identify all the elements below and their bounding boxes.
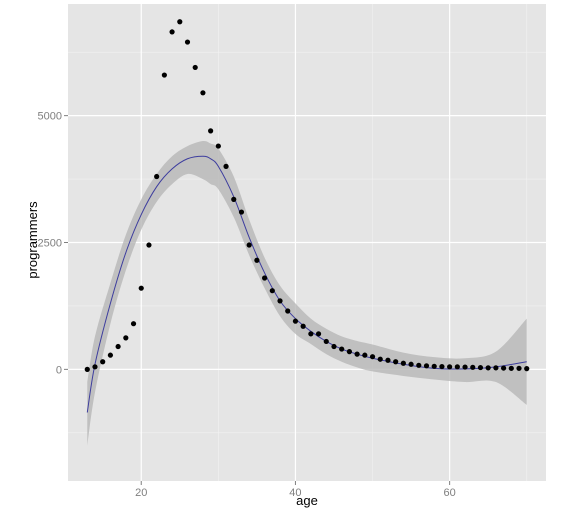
data-point bbox=[246, 242, 252, 248]
data-point bbox=[524, 366, 530, 372]
data-point bbox=[115, 343, 121, 350]
data-point bbox=[331, 343, 337, 350]
data-point bbox=[377, 356, 383, 362]
data-point bbox=[161, 72, 167, 78]
data-point bbox=[261, 275, 268, 281]
data-point bbox=[485, 365, 491, 371]
data-point bbox=[169, 29, 175, 35]
data-point bbox=[184, 39, 191, 45]
data-point bbox=[516, 365, 522, 371]
data-point bbox=[423, 363, 430, 369]
data-point bbox=[300, 323, 306, 329]
data-point bbox=[107, 352, 114, 358]
data-point bbox=[269, 288, 275, 294]
data-point bbox=[100, 359, 106, 365]
data-point bbox=[215, 143, 221, 149]
data-points bbox=[84, 19, 530, 372]
smooth-line bbox=[86, 155, 527, 413]
data-point bbox=[462, 364, 468, 370]
data-point bbox=[393, 359, 399, 365]
data-point bbox=[254, 257, 260, 263]
data-point bbox=[200, 90, 206, 96]
y-axis-ticks: 0 2500 5000 bbox=[38, 111, 68, 376]
x-tick-label: 20 bbox=[135, 487, 147, 499]
y-tick-label: 5000 bbox=[38, 111, 62, 123]
data-point bbox=[447, 364, 453, 370]
data-point bbox=[470, 364, 476, 370]
data-point bbox=[362, 352, 368, 358]
data-point bbox=[285, 308, 291, 314]
data-point bbox=[146, 242, 152, 248]
data-point bbox=[500, 365, 507, 371]
x-tick-label: 60 bbox=[444, 487, 456, 499]
data-point bbox=[385, 357, 391, 363]
data-point bbox=[346, 349, 353, 355]
data-point bbox=[277, 298, 283, 304]
data-point bbox=[323, 338, 329, 345]
data-point bbox=[339, 346, 345, 352]
data-point bbox=[92, 364, 98, 370]
data-point bbox=[439, 363, 445, 370]
data-point bbox=[477, 364, 484, 371]
data-point bbox=[315, 331, 322, 337]
data-point bbox=[130, 321, 137, 327]
data-point bbox=[231, 196, 237, 202]
y-axis-title: programmers bbox=[25, 201, 40, 279]
data-point bbox=[154, 173, 160, 180]
data-point bbox=[400, 360, 406, 366]
x-tick-label: 40 bbox=[289, 487, 301, 499]
confidence-band bbox=[87, 140, 527, 446]
data-point bbox=[177, 19, 183, 25]
data-point bbox=[292, 318, 299, 324]
data-point bbox=[454, 364, 460, 370]
data-point bbox=[192, 64, 198, 71]
data-point bbox=[508, 365, 514, 371]
data-point bbox=[223, 163, 229, 169]
y-tick-label: 2500 bbox=[38, 238, 62, 250]
data-point bbox=[208, 128, 214, 134]
data-point bbox=[408, 361, 414, 367]
data-point bbox=[416, 362, 422, 368]
y-tick-label: 0 bbox=[56, 364, 62, 376]
x-axis-ticks: 20 40 60 bbox=[135, 481, 456, 499]
data-point bbox=[493, 365, 499, 371]
x-axis-title: age bbox=[296, 493, 318, 508]
data-point bbox=[138, 285, 144, 291]
data-point bbox=[308, 331, 314, 337]
data-point bbox=[431, 363, 437, 369]
data-point bbox=[354, 351, 360, 357]
data-point bbox=[123, 335, 129, 341]
data-point bbox=[369, 354, 376, 360]
data-point bbox=[84, 366, 90, 372]
data-point bbox=[238, 209, 245, 215]
